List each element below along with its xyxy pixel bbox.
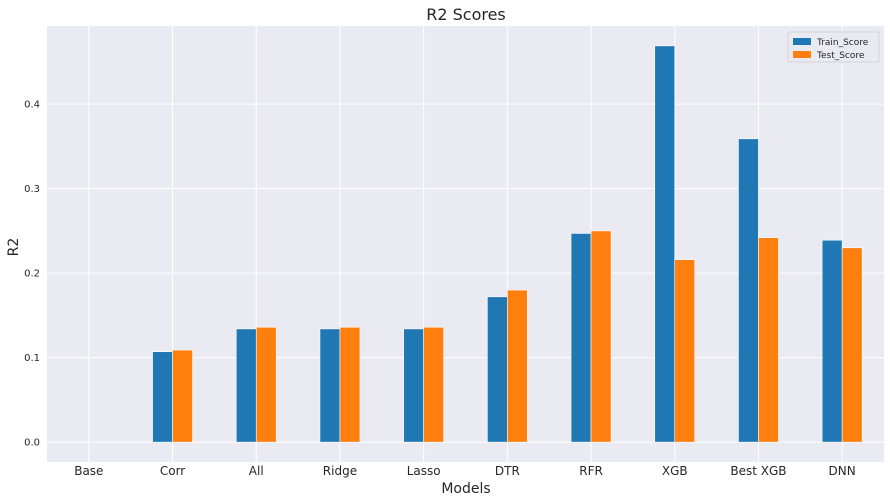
x-tick-label: XGB [662, 464, 688, 478]
bar-test-score [339, 326, 361, 443]
legend-swatch [793, 51, 811, 58]
bar-train-score [654, 45, 676, 443]
y-tick-label: 0.0 [24, 438, 40, 449]
y-tick-label: 0.3 [24, 184, 40, 195]
bars [152, 45, 863, 443]
bar-train-score [235, 328, 257, 443]
x-tick-label: Base [74, 464, 103, 478]
y-tick-label: 0.2 [24, 269, 40, 280]
legend-label: Test_Score [816, 51, 865, 61]
x-tick-label: Ridge [323, 464, 357, 478]
bar-train-score [738, 138, 759, 443]
bar-train-score [821, 239, 843, 443]
bar-train-score [152, 351, 173, 443]
x-axis-ticks: Base Corr All Ridge Lasso DTR RFR XGB Best XGB DN… [74, 464, 856, 478]
chart-title: R2 Scores [426, 5, 506, 24]
bar-test-score [255, 326, 277, 443]
legend: Train_Score Test_Score [787, 31, 880, 63]
x-tick-label: DTR [495, 464, 520, 478]
legend-swatch [793, 38, 811, 45]
x-tick-label: All [249, 464, 264, 478]
bar-test-score [758, 237, 779, 443]
x-tick-label: Lasso [407, 464, 441, 478]
bar-test-score [423, 326, 444, 443]
y-tick-label: 0.1 [24, 353, 40, 364]
bar-train-score [319, 328, 341, 443]
x-tick-label: Corr [160, 464, 185, 478]
bar-test-score [841, 247, 863, 443]
x-tick-label: Best XGB [730, 464, 786, 478]
x-tick-label: DNN [829, 464, 856, 478]
x-tick-label: RFR [579, 464, 603, 478]
bar-test-score [590, 230, 612, 443]
bar-test-score [674, 259, 696, 443]
bar-train-score [487, 296, 508, 443]
bar-train-score [570, 233, 592, 443]
bar-train-score [403, 328, 424, 443]
y-axis-label: R2 [6, 238, 22, 257]
y-axis-ticks: 0.0 0.1 0.2 0.3 0.4 [24, 100, 40, 449]
legend-label: Train_Score [816, 38, 869, 48]
y-tick-label: 0.4 [24, 100, 40, 111]
bar-test-score [507, 289, 528, 443]
bar-test-score [172, 349, 193, 443]
x-axis-label: Models [441, 481, 490, 497]
